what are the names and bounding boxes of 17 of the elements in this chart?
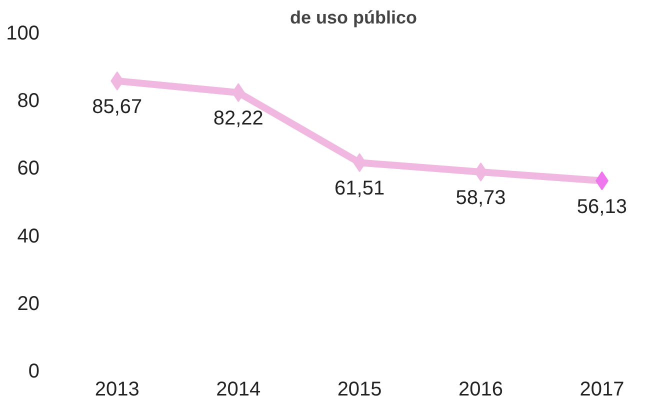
y-tick-label: 100	[6, 22, 40, 44]
x-tick-label: 2016	[458, 378, 504, 400]
x-tick-label: 2014	[216, 378, 261, 400]
text: 85,67	[92, 96, 142, 118]
text: 56,13	[576, 196, 627, 218]
chart-title: de uso público	[290, 8, 418, 28]
y-tick-label: 0	[28, 360, 40, 382]
y-tick-label: 80	[17, 90, 40, 112]
y-tick-label: 40	[17, 225, 40, 248]
text: 82,22	[213, 108, 264, 130]
x-tick-label: 2015	[337, 378, 382, 400]
x-tick-label: 2013	[94, 378, 140, 400]
x-tick-label: 2017	[580, 378, 624, 400]
text: 58,73	[456, 186, 506, 209]
y-tick-label: 20	[17, 292, 40, 315]
y-tick-label: 60	[17, 158, 40, 180]
text: 61,51	[334, 178, 385, 200]
